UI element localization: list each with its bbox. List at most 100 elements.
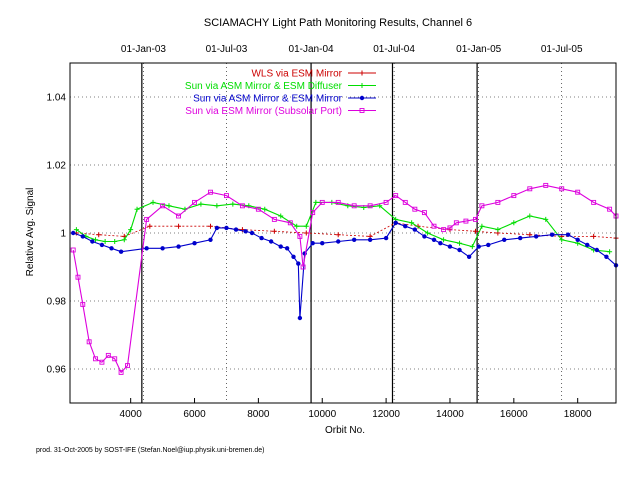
series-2 bbox=[73, 199, 613, 255]
data-point bbox=[160, 246, 165, 251]
data-point bbox=[73, 227, 79, 233]
data-point bbox=[80, 234, 85, 239]
data-point bbox=[86, 339, 92, 345]
data-point bbox=[262, 206, 268, 212]
data-point bbox=[278, 213, 284, 219]
data-point bbox=[144, 216, 150, 222]
data-point bbox=[160, 203, 166, 209]
data-point bbox=[198, 201, 204, 207]
y-tick-label: 1.04 bbox=[47, 93, 67, 104]
top-date-label: 01-Jul-05 bbox=[541, 44, 583, 55]
data-point bbox=[121, 237, 127, 243]
data-point bbox=[527, 213, 533, 219]
series-3 bbox=[70, 220, 619, 321]
data-point bbox=[284, 246, 290, 251]
legend-label: Sun via ASM Mirror & ESM Diffuser bbox=[185, 81, 343, 92]
data-point bbox=[224, 225, 229, 231]
data-point bbox=[402, 199, 408, 205]
data-point bbox=[518, 235, 523, 241]
legend-label: WLS via ESM Mirror bbox=[251, 69, 342, 80]
top-date-label: 01-Jan-03 bbox=[121, 44, 166, 55]
data-point bbox=[192, 241, 197, 246]
data-point bbox=[268, 239, 274, 244]
chart-title: SCIAMACHY Light Path Monitoring Results,… bbox=[204, 17, 472, 29]
data-point bbox=[134, 206, 140, 212]
series-layer bbox=[70, 182, 619, 375]
data-point bbox=[128, 227, 134, 233]
data-point bbox=[422, 234, 427, 239]
data-point bbox=[291, 254, 296, 259]
legend-label: Sun via ASM Mirror & ESM Mirror bbox=[193, 94, 343, 105]
top-date-label: 01-Jan-05 bbox=[456, 44, 501, 55]
top-date-label: 01-Jul-04 bbox=[373, 44, 415, 55]
data-point bbox=[466, 254, 472, 259]
data-point bbox=[125, 363, 130, 369]
x-tick-label: 4000 bbox=[120, 409, 143, 420]
data-point bbox=[594, 247, 600, 253]
x-tick-label: 12000 bbox=[372, 409, 400, 420]
data-point bbox=[214, 203, 220, 209]
y-tick-labels: 0.96 0.98 1 1.02 1.04 bbox=[47, 93, 67, 376]
data-point bbox=[359, 108, 365, 113]
data-point bbox=[591, 233, 597, 239]
data-point bbox=[359, 95, 365, 101]
data-point bbox=[278, 244, 283, 249]
data-point bbox=[559, 237, 565, 243]
data-point bbox=[479, 203, 485, 209]
data-point bbox=[296, 261, 301, 266]
data-point bbox=[486, 242, 491, 248]
data-point bbox=[147, 223, 153, 229]
series-line bbox=[76, 222, 617, 239]
data-point bbox=[441, 237, 447, 243]
data-point bbox=[469, 244, 475, 250]
x-tick-label: 10000 bbox=[308, 409, 336, 420]
data-point bbox=[70, 247, 76, 253]
data-point bbox=[102, 239, 108, 244]
series-4 bbox=[70, 182, 619, 375]
data-point bbox=[118, 369, 124, 375]
data-point bbox=[96, 232, 102, 238]
data-point bbox=[447, 225, 453, 231]
data-point bbox=[457, 240, 463, 246]
y-tick-label: 0.98 bbox=[47, 297, 67, 308]
data-point bbox=[335, 232, 341, 238]
data-point bbox=[495, 227, 501, 233]
data-point bbox=[457, 247, 462, 253]
data-point bbox=[383, 199, 389, 205]
series-line bbox=[72, 184, 617, 374]
legend-label: Sun via ESM Mirror (Subsolar Port) bbox=[185, 106, 342, 117]
data-point bbox=[144, 246, 149, 251]
data-point bbox=[441, 227, 447, 233]
data-point bbox=[533, 234, 539, 239]
data-point bbox=[431, 223, 437, 229]
data-point bbox=[495, 199, 501, 205]
data-point bbox=[255, 206, 261, 212]
y-tick-label: 1.02 bbox=[47, 161, 67, 172]
y-tick-label: 0.96 bbox=[47, 365, 67, 376]
data-point bbox=[319, 199, 325, 205]
top-date-label: 01-Jan-04 bbox=[289, 44, 334, 55]
data-point bbox=[351, 237, 357, 242]
data-point bbox=[150, 199, 156, 205]
data-point bbox=[310, 210, 316, 216]
data-point bbox=[425, 230, 431, 236]
y-tick-label: 1 bbox=[60, 229, 66, 240]
data-point bbox=[575, 189, 581, 195]
data-point bbox=[176, 244, 181, 249]
data-point bbox=[243, 229, 248, 234]
data-point bbox=[438, 241, 443, 246]
data-point bbox=[367, 203, 373, 209]
data-point bbox=[214, 225, 220, 231]
data-point bbox=[93, 237, 99, 243]
data-point bbox=[99, 242, 105, 248]
x-tick-label: 16000 bbox=[500, 409, 528, 420]
plot-frame bbox=[69, 62, 617, 404]
data-point bbox=[176, 223, 182, 229]
data-point bbox=[359, 70, 365, 76]
data-point bbox=[585, 242, 590, 248]
data-point bbox=[70, 230, 76, 236]
data-point bbox=[208, 237, 213, 242]
data-point bbox=[93, 356, 98, 362]
data-point bbox=[207, 223, 213, 229]
